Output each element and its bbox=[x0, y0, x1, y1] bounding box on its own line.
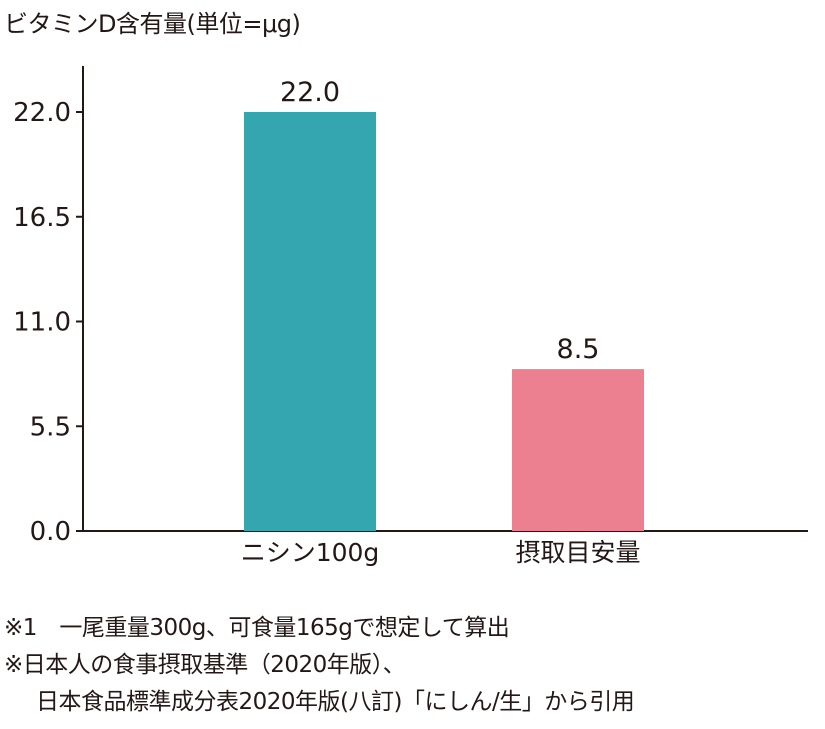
footnote-2: ※日本人の食事摂取基準（2020年版）、 bbox=[4, 652, 406, 678]
chart-title: ビタミンD含有量(単位=μg) bbox=[4, 10, 301, 38]
y-tick-label: 11.0 bbox=[13, 308, 71, 338]
y-tick-label: 0.0 bbox=[30, 517, 71, 547]
bar-value-label: 22.0 bbox=[280, 77, 340, 108]
bar-chart: 0.0 5.5 11.0 16.5 22.0 22.0 ニシン100g 8.5 摂取目安量 bbox=[13, 66, 808, 567]
category-label: ニシン100g bbox=[241, 538, 380, 567]
y-tick-label: 22.0 bbox=[13, 98, 71, 128]
footnote-3: 日本食品標準成分表2020年版(八訂)「にしん/生」から引用 bbox=[36, 689, 635, 715]
bar bbox=[244, 112, 376, 531]
bar bbox=[512, 369, 644, 531]
bar-value-label: 8.5 bbox=[557, 334, 600, 365]
y-tick-label: 16.5 bbox=[13, 203, 71, 233]
footnote-1: ※1 一尾重量300g、可食量165gで想定して算出 bbox=[4, 615, 510, 641]
category-label: 摂取目安量 bbox=[515, 538, 640, 567]
y-tick-label: 5.5 bbox=[30, 412, 71, 442]
footnotes: ※1 一尾重量300g、可食量165gで想定して算出 ※日本人の食事摂取基準（2… bbox=[4, 610, 635, 721]
